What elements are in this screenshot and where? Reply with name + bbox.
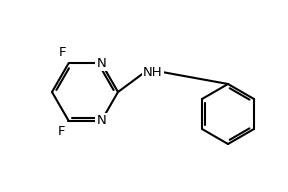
Text: N: N: [97, 114, 106, 127]
Text: F: F: [58, 46, 66, 59]
Text: NH: NH: [143, 65, 163, 79]
Text: N: N: [97, 57, 106, 70]
Text: F: F: [58, 125, 66, 138]
